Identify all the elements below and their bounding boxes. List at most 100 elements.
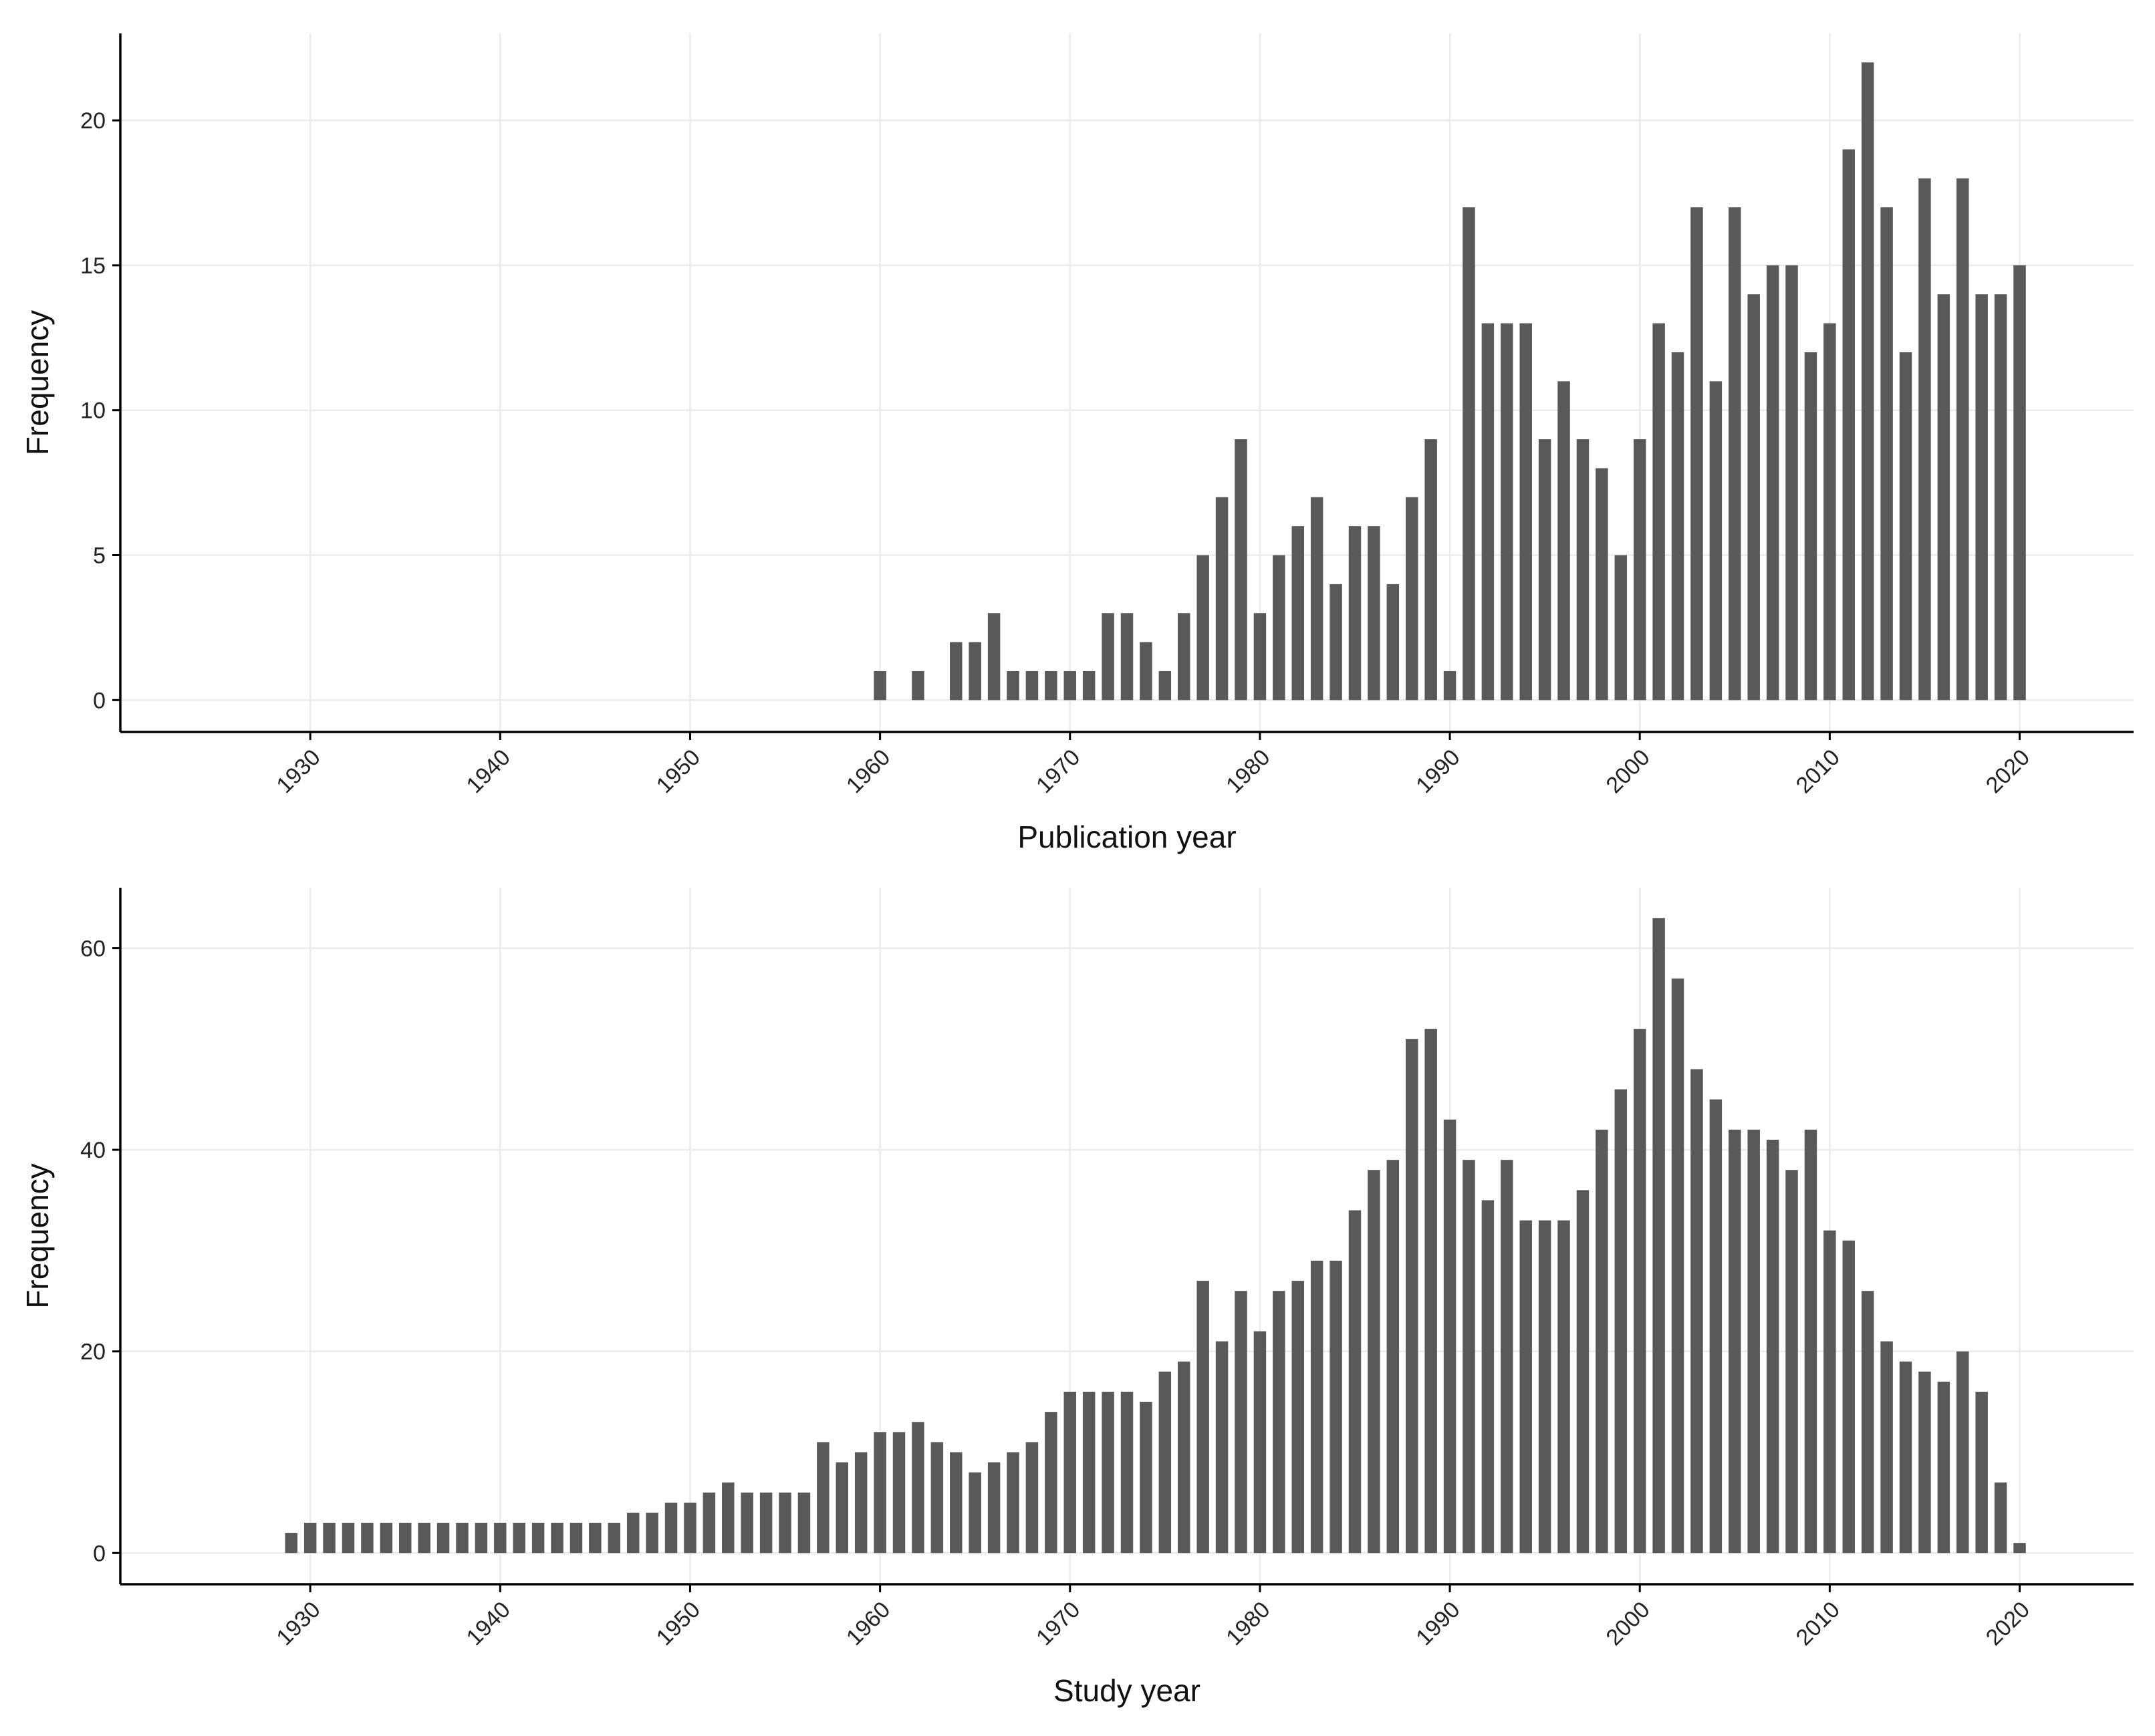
- bar: [874, 1432, 886, 1554]
- x-tick-label: 1950: [652, 1597, 705, 1650]
- y-tick-label: 10: [80, 398, 106, 424]
- bar: [1140, 1402, 1152, 1554]
- bar: [1652, 323, 1665, 701]
- bar: [1140, 642, 1152, 701]
- bar: [1196, 555, 1209, 701]
- y-tick-label: 20: [80, 108, 106, 134]
- bar: [912, 1422, 924, 1554]
- bar: [1405, 497, 1418, 701]
- bar: [797, 1492, 811, 1554]
- bar: [892, 1432, 906, 1554]
- bar: [1025, 1442, 1039, 1554]
- bar: [589, 1523, 602, 1554]
- bar: [1956, 178, 1969, 701]
- x-tick-label: 1990: [1411, 745, 1465, 798]
- x-tick-label: 2000: [1601, 1597, 1654, 1650]
- x-tick-label: 1930: [271, 1597, 325, 1650]
- bar: [1045, 670, 1057, 701]
- y-tick-label: 15: [80, 253, 106, 279]
- bar: [1158, 1371, 1172, 1554]
- bar: [456, 1523, 469, 1554]
- x-tick-label: 2010: [1791, 745, 1845, 798]
- y-tick-labels: 0 5 10 15 20: [80, 108, 106, 713]
- bar: [1235, 439, 1247, 701]
- y-tick-label: 5: [93, 543, 106, 568]
- bar: [2013, 265, 2026, 701]
- x-tick-label: 1980: [1221, 1597, 1275, 1650]
- bar: [854, 1452, 868, 1554]
- bar: [1557, 1220, 1570, 1554]
- bar: [1443, 1119, 1456, 1554]
- bar: [759, 1492, 773, 1554]
- bar: [1614, 1089, 1628, 1554]
- bar: [303, 1523, 317, 1554]
- x-tick-labels: 1930 1940 1950 1960 1970 1980 1990 2000 2010 2020: [271, 745, 2035, 798]
- bar: [1481, 1200, 1495, 1554]
- bar: [1501, 1160, 1513, 1554]
- bar: [1102, 1391, 1114, 1554]
- bar: [1424, 439, 1437, 701]
- bar: [1842, 1240, 1856, 1554]
- bar: [722, 1482, 735, 1554]
- x-axis-title: Study year: [1053, 1673, 1200, 1708]
- publication-year-panel: 0 5 10 15 20 1930 1940 1950 1960 1970 1980 1990 200…: [20, 33, 2134, 854]
- bar: [1481, 323, 1495, 701]
- bar: [1576, 439, 1590, 701]
- bar: [950, 642, 963, 701]
- study-year-panel: 0 20 40 60 1930 1940 1950 1960 1970 1980 1990 2000…: [20, 888, 2134, 1708]
- x-tick-label: 1940: [462, 1597, 515, 1650]
- bar: [1329, 1260, 1342, 1554]
- axes: [112, 33, 2134, 740]
- bar: [1463, 207, 1475, 701]
- bar: [1937, 294, 1950, 701]
- axes: [112, 888, 2134, 1592]
- bar: [1063, 670, 1076, 701]
- bar: [1596, 468, 1608, 701]
- bar: [1273, 1291, 1285, 1554]
- bar: [1823, 323, 1836, 701]
- bar: [1918, 1371, 1931, 1554]
- x-axis-title: Publication year: [1017, 820, 1236, 854]
- bar: [1729, 207, 1741, 701]
- bar: [1747, 294, 1760, 701]
- bar: [1614, 555, 1628, 701]
- bar: [1709, 1099, 1723, 1554]
- bar: [1443, 670, 1456, 701]
- bars: [874, 62, 2026, 701]
- bar: [1007, 670, 1019, 701]
- bar: [1273, 555, 1285, 701]
- bar: [1386, 1160, 1400, 1554]
- bar: [513, 1523, 525, 1554]
- bar: [1690, 207, 1703, 701]
- bar: [969, 642, 981, 701]
- x-tick-label: 1930: [271, 745, 325, 798]
- bar: [1652, 918, 1665, 1554]
- bar: [323, 1523, 336, 1554]
- y-tick-label: 20: [80, 1340, 106, 1365]
- bar: [1633, 439, 1646, 701]
- bar: [342, 1523, 355, 1554]
- bar: [1519, 1220, 1532, 1554]
- bar: [285, 1533, 297, 1554]
- bar: [1994, 1482, 2007, 1554]
- bar: [817, 1442, 830, 1554]
- bars: [285, 918, 2026, 1554]
- bar: [1994, 294, 2007, 701]
- bar: [646, 1512, 658, 1554]
- x-tick-label: 1960: [842, 745, 895, 798]
- bar: [1519, 323, 1532, 701]
- x-tick-label: 2020: [1981, 1597, 2035, 1650]
- bar: [950, 1452, 963, 1554]
- bar: [1785, 265, 1798, 701]
- bar: [1747, 1129, 1760, 1554]
- bar: [1235, 1291, 1247, 1554]
- bar: [1253, 1331, 1267, 1554]
- bar: [1386, 584, 1400, 701]
- bar: [1082, 670, 1096, 701]
- bar: [1538, 1220, 1551, 1554]
- bar: [912, 670, 924, 701]
- bar: [2013, 1543, 2026, 1554]
- bar: [1424, 1029, 1437, 1554]
- x-tick-label: 1940: [462, 745, 515, 798]
- bar: [1766, 265, 1779, 701]
